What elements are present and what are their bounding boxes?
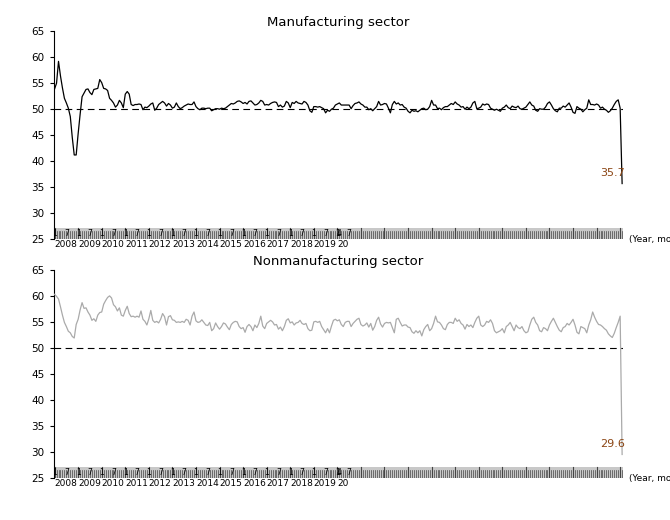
Text: 1: 1	[170, 229, 175, 238]
Text: 1: 1	[147, 229, 151, 238]
Text: 2009: 2009	[78, 240, 101, 249]
Text: 1: 1	[123, 468, 128, 477]
Text: (Year, month): (Year, month)	[628, 235, 670, 244]
Text: 2013: 2013	[172, 479, 195, 488]
Text: 7: 7	[346, 229, 352, 238]
Text: 2012: 2012	[149, 479, 172, 488]
Text: 1: 1	[170, 468, 175, 477]
Text: 7: 7	[253, 229, 257, 238]
Text: 7: 7	[182, 229, 187, 238]
Text: 7: 7	[135, 468, 139, 477]
Title: Manufacturing sector: Manufacturing sector	[267, 16, 409, 29]
Text: 1: 1	[288, 468, 293, 477]
Text: 1: 1	[288, 229, 293, 238]
Text: 2013: 2013	[172, 240, 195, 249]
Text: 2008: 2008	[54, 479, 78, 488]
Text: 1: 1	[217, 229, 222, 238]
Text: 29.6: 29.6	[600, 439, 624, 449]
Text: 1: 1	[241, 229, 245, 238]
Text: 2008: 2008	[54, 240, 78, 249]
Text: 1: 1	[194, 468, 198, 477]
Text: 7: 7	[135, 229, 139, 238]
Text: 2019: 2019	[314, 240, 337, 249]
Text: 1: 1	[99, 468, 104, 477]
Text: 1: 1	[99, 229, 104, 238]
Text: 2009: 2009	[78, 479, 101, 488]
Text: 2018: 2018	[290, 479, 313, 488]
Text: 2015: 2015	[220, 479, 243, 488]
Text: 1: 1	[76, 468, 80, 477]
Text: 2010: 2010	[102, 240, 125, 249]
Text: 2011: 2011	[125, 240, 148, 249]
Text: 20: 20	[338, 479, 349, 488]
Text: 1: 1	[194, 229, 198, 238]
Text: 1: 1	[312, 229, 316, 238]
Text: 7: 7	[299, 468, 304, 477]
Text: 7: 7	[88, 229, 92, 238]
Text: 2014: 2014	[196, 240, 218, 249]
Text: 2016: 2016	[243, 240, 266, 249]
Text: 4: 4	[337, 229, 342, 238]
Text: 1: 1	[123, 229, 128, 238]
Text: 1: 1	[217, 468, 222, 477]
Text: 7: 7	[323, 468, 328, 477]
Text: 2015: 2015	[220, 240, 243, 249]
Text: 1: 1	[264, 229, 269, 238]
Text: 7: 7	[229, 468, 234, 477]
Text: 1: 1	[312, 468, 316, 477]
Text: 7: 7	[111, 468, 116, 477]
Text: 7: 7	[64, 229, 69, 238]
Text: 1: 1	[335, 229, 340, 238]
Text: 1: 1	[52, 468, 57, 477]
Text: 7: 7	[276, 468, 281, 477]
Text: 7: 7	[111, 229, 116, 238]
Text: 2019: 2019	[314, 479, 337, 488]
Text: 1: 1	[52, 229, 57, 238]
Text: 7: 7	[229, 229, 234, 238]
Text: 2014: 2014	[196, 479, 218, 488]
Text: 2010: 2010	[102, 479, 125, 488]
Text: 1: 1	[147, 468, 151, 477]
Text: 20: 20	[338, 240, 349, 249]
Bar	[54, 467, 623, 478]
Text: 7: 7	[299, 229, 304, 238]
Text: 1: 1	[241, 468, 245, 477]
Text: 2017: 2017	[267, 479, 289, 488]
Text: 7: 7	[158, 229, 163, 238]
Text: 7: 7	[253, 468, 257, 477]
Text: 7: 7	[88, 468, 92, 477]
Bar	[54, 228, 623, 239]
Text: 4: 4	[337, 468, 342, 477]
Text: 1: 1	[264, 468, 269, 477]
Text: 2011: 2011	[125, 479, 148, 488]
Text: 1: 1	[335, 468, 340, 477]
Text: 2016: 2016	[243, 479, 266, 488]
Text: 35.7: 35.7	[600, 168, 624, 178]
Title: Nonmanufacturing sector: Nonmanufacturing sector	[253, 255, 423, 268]
Text: 2018: 2018	[290, 240, 313, 249]
Text: 2017: 2017	[267, 240, 289, 249]
Text: 7: 7	[346, 468, 352, 477]
Text: 7: 7	[205, 468, 210, 477]
Text: (Year, month): (Year, month)	[628, 474, 670, 483]
Text: 1: 1	[76, 229, 80, 238]
Text: 7: 7	[182, 468, 187, 477]
Text: 7: 7	[158, 468, 163, 477]
Text: 2012: 2012	[149, 240, 172, 249]
Text: 7: 7	[323, 229, 328, 238]
Text: 7: 7	[64, 468, 69, 477]
Text: 7: 7	[205, 229, 210, 238]
Text: 7: 7	[276, 229, 281, 238]
